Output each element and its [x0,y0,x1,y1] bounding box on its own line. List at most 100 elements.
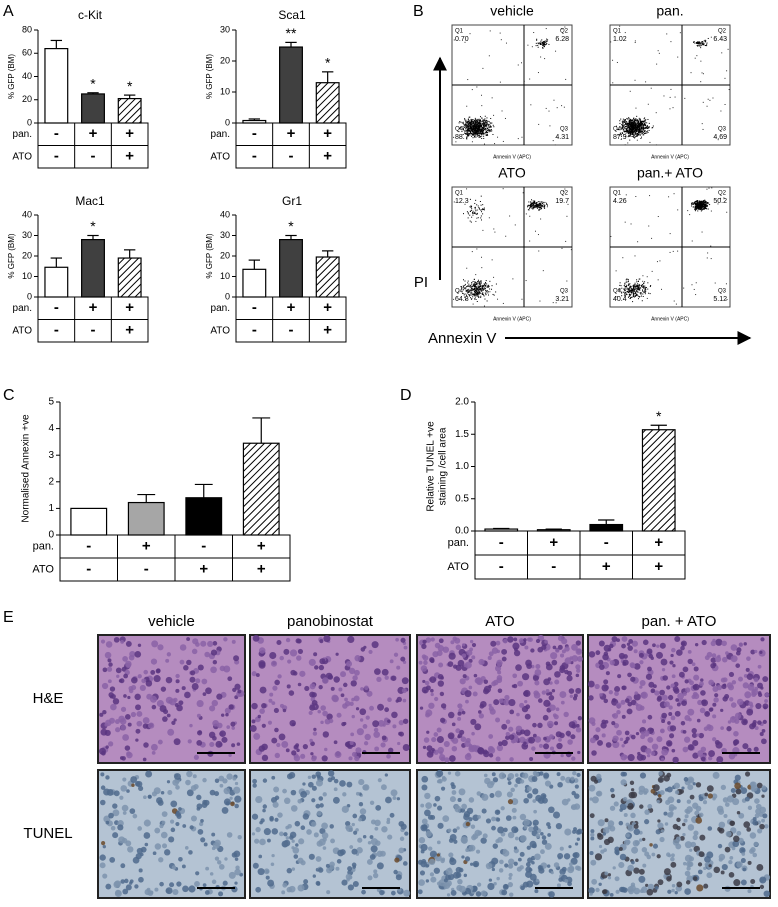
y-tick-label: 0.5 [455,493,469,504]
nucleus [534,680,539,685]
flow-dot [645,120,646,121]
flow-dot [691,204,692,205]
nucleus [322,837,326,841]
nucleus [536,639,540,643]
flow-dot [538,250,539,251]
y-tick-label: 20 [22,94,32,104]
nucleus [331,687,335,691]
flow-dot [475,208,476,209]
flow-dot [467,79,468,80]
flow-dot [478,123,479,124]
nucleus [312,786,317,791]
flow-dot [472,129,473,130]
flow-dot [466,126,467,127]
flow-dot [477,124,478,125]
flow-dot [488,295,489,296]
nucleus [760,637,764,641]
nucleus [696,733,699,736]
nucleus [530,648,534,652]
flow-dot [491,126,492,127]
flow-dot [468,281,469,282]
nucleus [186,660,191,665]
nucleus [312,774,316,778]
nucleus [575,688,581,694]
nucleus [381,784,387,790]
nucleus [662,668,665,671]
nucleus [525,714,531,720]
flow-dot [633,132,634,133]
flow-dot [637,135,638,136]
nucleus [675,698,679,702]
flow-dot [464,119,465,120]
flow-dot [633,288,634,289]
flow-dot [478,290,479,291]
flow-dot [696,201,697,202]
flow-dot [470,211,471,212]
flow-dot [628,297,629,298]
nucleus [744,642,747,645]
nucleus [489,706,494,711]
flow-dot [647,289,648,290]
flow-dot [530,104,531,105]
nucleus [753,720,757,724]
nucleus [173,698,177,702]
flow-dot [477,283,478,284]
flow-dot [701,208,702,209]
nucleus [437,736,444,743]
nucleus [298,649,303,654]
nucleus [133,857,140,864]
flow-dot [624,285,625,286]
nucleus [512,673,517,678]
flow-dot [471,217,472,218]
flow-dot [482,209,483,210]
flow-dot [697,43,698,44]
nucleus [100,772,104,776]
flow-dot [674,193,675,194]
nucleus [661,659,668,666]
nucleus [603,699,608,704]
nucleus [501,649,507,655]
nucleus [529,868,533,872]
flow-dot [472,212,473,213]
flow-dot [627,119,628,120]
flow-dot [541,39,542,40]
flow-dot [469,295,470,296]
nucleus [508,781,512,785]
nucleus [384,707,389,712]
nucleus [392,724,396,728]
quadrant-name: Q1 [613,191,622,197]
nucleus [121,756,125,760]
nucleus [490,781,495,786]
flow-dot [487,286,488,287]
flow-dot [486,129,487,130]
flow-dot [471,207,472,208]
flow-dot [543,41,544,42]
nucleus [763,703,769,709]
flow-dot [643,126,644,127]
flow-dot [474,287,475,288]
flow-dot [490,30,491,31]
flow-dot [474,288,475,289]
nucleus [136,721,142,727]
y-tick-label: 5 [48,397,54,408]
nucleus [223,637,227,641]
nucleus [213,842,220,849]
nucleus [486,818,491,823]
flow-dot [626,123,627,124]
nucleus [734,719,739,724]
flow-dot [637,125,638,126]
nucleus [439,638,444,643]
flow-dot [475,282,476,283]
flow-dot [726,212,727,213]
flow-dot [482,204,483,205]
nucleus [662,695,668,701]
annotation: ** [286,25,297,41]
flow-dot [503,303,504,304]
flow-dot [610,41,611,42]
nucleus [420,706,423,709]
y-tick-label: 0 [27,117,32,127]
flow-dot [477,130,478,131]
nucleus [321,823,328,830]
nucleus [455,771,461,777]
flow-dot [566,281,567,282]
